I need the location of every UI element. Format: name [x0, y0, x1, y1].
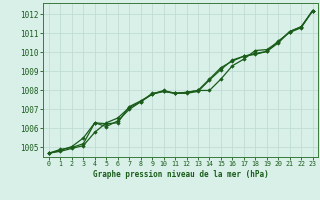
- X-axis label: Graphe pression niveau de la mer (hPa): Graphe pression niveau de la mer (hPa): [93, 170, 269, 179]
